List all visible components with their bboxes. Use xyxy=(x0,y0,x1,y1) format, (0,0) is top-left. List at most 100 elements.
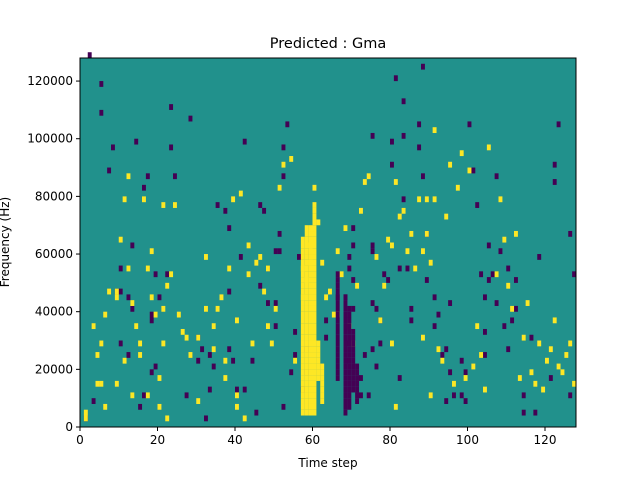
heatmap-cell xyxy=(300,363,305,370)
heatmap-cell xyxy=(459,357,464,364)
heatmap-cell xyxy=(343,300,348,306)
heatmap-cell xyxy=(370,300,375,306)
heatmap-cell xyxy=(304,230,309,237)
heatmap-cell xyxy=(312,288,317,295)
heatmap-cell xyxy=(223,375,228,381)
heatmap-cell xyxy=(304,323,309,330)
heatmap-cell xyxy=(312,271,317,278)
heatmap-cell xyxy=(235,392,239,399)
heatmap-cell xyxy=(308,409,313,416)
heatmap-cell xyxy=(300,248,305,255)
heatmap-cell xyxy=(312,409,317,416)
heatmap-cell xyxy=(308,398,313,404)
x-axis: 0 20 40 60 80 100 120 xyxy=(76,427,556,447)
heatmap-cell xyxy=(335,334,340,341)
heatmap-cell xyxy=(312,346,317,353)
heatmap-cell xyxy=(347,352,352,358)
heatmap-cell xyxy=(320,369,325,376)
heatmap-cell xyxy=(304,363,309,370)
heatmap-cell xyxy=(355,386,360,393)
heatmap-cell xyxy=(149,369,154,376)
heatmap-cell xyxy=(355,398,360,404)
heatmap-cell xyxy=(316,357,321,364)
heatmap-cell xyxy=(459,392,464,399)
heatmap-cell xyxy=(238,254,243,260)
heatmap-cell xyxy=(335,300,340,306)
x-tick-label: 40 xyxy=(227,433,242,447)
heatmap-cell xyxy=(254,259,259,266)
heatmap-cell xyxy=(300,282,305,289)
heatmap-cell xyxy=(300,334,305,341)
heatmap-cell xyxy=(351,346,356,353)
heatmap-cell xyxy=(300,369,305,376)
x-tick-label: 0 xyxy=(76,433,84,447)
heatmap-cell xyxy=(126,265,131,272)
heatmap-cell xyxy=(304,225,309,232)
heatmap-cell xyxy=(114,380,119,387)
heatmap-cell xyxy=(401,98,406,105)
heatmap-cell xyxy=(300,288,305,295)
heatmap-cell xyxy=(300,300,305,306)
heatmap-cell xyxy=(304,380,309,387)
heatmap-cell xyxy=(130,300,135,306)
heatmap-cell xyxy=(390,138,394,145)
heatmap-cell xyxy=(343,311,348,318)
heatmap-cell xyxy=(304,254,309,260)
heatmap-cell xyxy=(211,323,216,330)
heatmap-cell xyxy=(390,340,394,347)
heatmap-cell xyxy=(312,225,317,232)
heatmap-cell xyxy=(564,352,569,358)
heatmap-cell xyxy=(347,386,352,393)
heatmap-cell xyxy=(308,346,313,353)
heatmap-cell xyxy=(335,317,340,324)
heatmap-cell xyxy=(335,340,340,347)
heatmap-cell xyxy=(308,305,313,312)
heatmap-cell xyxy=(231,196,236,203)
heatmap-cell xyxy=(304,403,309,410)
heatmap-cell xyxy=(297,254,301,260)
heatmap-cell xyxy=(180,328,185,335)
heatmap-cell xyxy=(421,334,425,341)
heatmap-cell xyxy=(494,300,499,306)
heatmap-cell xyxy=(308,282,313,289)
heatmap-cell xyxy=(347,323,352,330)
heatmap-cell xyxy=(304,352,309,358)
heatmap-cell xyxy=(428,392,433,399)
heatmap-cell xyxy=(312,236,317,243)
heatmap-cell xyxy=(235,386,239,393)
heatmap-cell xyxy=(83,415,88,422)
heatmap-cell xyxy=(99,380,104,387)
heatmap-cell xyxy=(401,132,406,139)
heatmap-cell xyxy=(343,363,348,370)
heatmap-cell xyxy=(273,305,278,312)
heatmap-cells xyxy=(80,52,577,427)
heatmap-cell xyxy=(490,271,495,278)
heatmap-cell xyxy=(312,363,317,370)
heatmap-cell xyxy=(351,363,356,370)
heatmap-cell xyxy=(312,248,317,255)
heatmap-cell xyxy=(312,380,317,387)
heatmap-cell xyxy=(304,328,309,335)
heatmap-cell xyxy=(277,248,282,255)
heatmap-cell xyxy=(153,271,158,278)
heatmap-cell xyxy=(483,386,487,393)
heatmap-cell xyxy=(347,363,352,370)
heatmap-cell xyxy=(308,265,313,272)
heatmap-cell xyxy=(405,248,410,255)
heatmap-cell xyxy=(401,196,406,203)
heatmap-cell xyxy=(273,248,278,255)
heatmap-cell xyxy=(455,184,460,191)
heatmap-cell xyxy=(320,386,325,393)
heatmap-cell xyxy=(227,288,232,295)
heatmap-cell xyxy=(300,386,305,393)
heatmap-cell xyxy=(370,346,375,353)
heatmap-cell xyxy=(390,242,394,249)
heatmap-cell xyxy=(227,265,232,272)
heatmap-cell xyxy=(304,386,309,393)
heatmap-cell xyxy=(312,334,317,341)
heatmap-cell xyxy=(397,375,402,381)
heatmap-cell xyxy=(378,317,383,324)
heatmap-cell xyxy=(452,392,456,399)
heatmap-cell xyxy=(316,352,321,358)
heatmap-cell xyxy=(126,294,131,301)
